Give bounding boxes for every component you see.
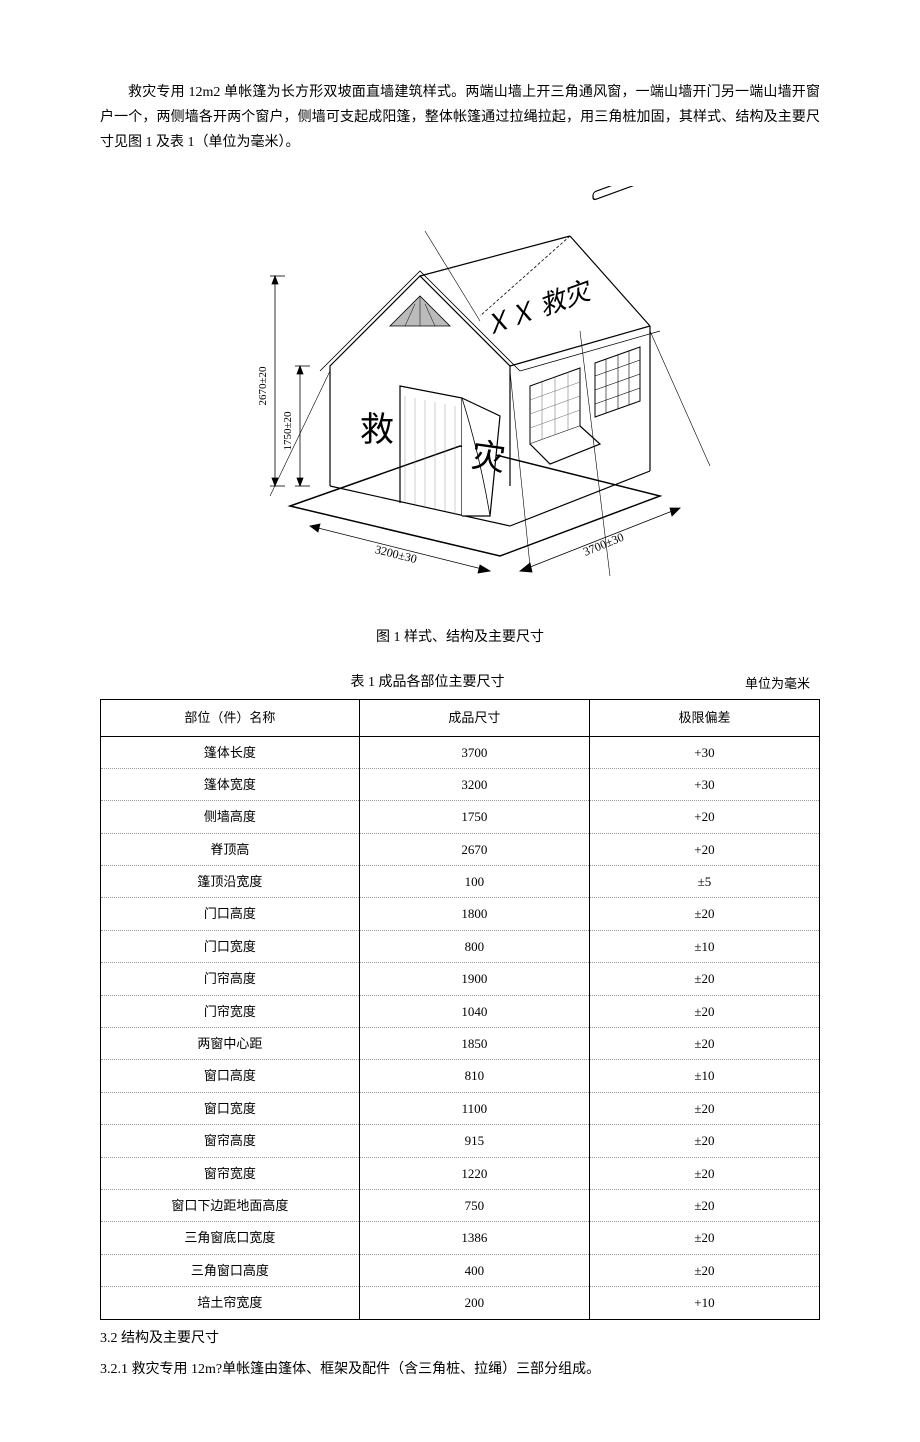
dim-wall-height: 1750±20 [282,411,294,451]
section-3-2-1: 3.2.1 救灾专用 12m?单帐篷由篷体、框架及配件（含三角桩、拉绳）三部分组… [100,1357,820,1382]
table-cell: 篷体宽度 [101,768,360,800]
table-cell: ±20 [589,1028,819,1060]
table-cell: ±20 [589,1157,819,1189]
table-cell: 750 [359,1189,589,1221]
table-cell: 门帘高度 [101,963,360,995]
table-row: 窗口高度810±10 [101,1060,820,1092]
table-row: 两窗中心距1850±20 [101,1028,820,1060]
table-cell: 窗帘宽度 [101,1157,360,1189]
table-cell: 窗帘高度 [101,1125,360,1157]
table-cell: 1900 [359,963,589,995]
col-tolerance: 极限偏差 [589,700,819,736]
table-unit: 单位为毫米 [745,672,810,695]
table-cell: 200 [359,1287,589,1319]
table-cell: 800 [359,930,589,962]
table-row: 窗帘宽度1220±20 [101,1157,820,1189]
table-cell: ±20 [589,1189,819,1221]
dim-total-height: 2670±20 [257,366,269,406]
table-cell: 门口高度 [101,898,360,930]
table-cell: 篷顶沿宽度 [101,866,360,898]
table-cell: ±20 [589,1254,819,1286]
table-cell: +10 [589,1287,819,1319]
table-cell: ±10 [589,930,819,962]
table-row: 窗口宽度1100±20 [101,1092,820,1124]
dim-length: 3700±30 [581,529,626,558]
table-cell: 1040 [359,995,589,1027]
table-cell: +30 [589,768,819,800]
table-row: 门口宽度800±10 [101,930,820,962]
table-row: 侧墙高度1750+20 [101,801,820,833]
table-row: 三角窗底口宽度1386±20 [101,1222,820,1254]
table-row: 窗帘高度915±20 [101,1125,820,1157]
table-cell: 门帘宽度 [101,995,360,1027]
table-cell: 1386 [359,1222,589,1254]
table-cell: 1750 [359,801,589,833]
section-3-2: 3.2 结构及主要尺寸 [100,1326,820,1351]
table-row: 三角窗口高度400±20 [101,1254,820,1286]
table-cell: 3700 [359,736,589,768]
table-cell: 门口宽度 [101,930,360,962]
table-row: 脊顶高2670+20 [101,833,820,865]
table-row: 篷体长度3700+30 [101,736,820,768]
table-cell: 窗口下边距地面高度 [101,1189,360,1221]
intro-paragraph: 救灾专用 12m2 单帐篷为长方形双坡面直墙建筑样式。两端山墙上开三角通风窗，一… [100,80,820,156]
table-row: 窗口下边距地面高度750±20 [101,1189,820,1221]
table-cell: 100 [359,866,589,898]
figure-caption: 图 1 样式、结构及主要尺寸 [100,625,820,650]
dim-width: 3200±30 [374,542,419,566]
table-cell: 1220 [359,1157,589,1189]
table-cell: 两窗中心距 [101,1028,360,1060]
table-row: 门帘宽度1040±20 [101,995,820,1027]
table-cell: 400 [359,1254,589,1286]
col-size: 成品尺寸 [359,700,589,736]
table-cell: 侧墙高度 [101,801,360,833]
table-cell: 窗口高度 [101,1060,360,1092]
table-cell: +20 [589,833,819,865]
table-cell: ±20 [589,963,819,995]
table-cell: 915 [359,1125,589,1157]
table-cell: ±20 [589,995,819,1027]
table-cell: 1800 [359,898,589,930]
table-cell: ±20 [589,1092,819,1124]
label-front-right: 灾 [469,436,508,478]
table-cell: 脊顶高 [101,833,360,865]
table-row: 篷体宽度3200+30 [101,768,820,800]
label-roof: ＸＸ 救灾 [486,273,592,341]
table-row: 培土帘宽度200+10 [101,1287,820,1319]
table-cell: 三角窗口高度 [101,1254,360,1286]
table-cell: ±20 [589,1222,819,1254]
figure-1: 2670±20 1750±20 3200±30 3700±30 救 灾 ＸＸ 救… [100,186,820,595]
table-cell: 三角窗底口宽度 [101,1222,360,1254]
table-cell: 培土帘宽度 [101,1287,360,1319]
table-cell: 篷体长度 [101,736,360,768]
table-row: 门口高度1800±20 [101,898,820,930]
table-row: 篷顶沿宽度100±5 [101,866,820,898]
dimensions-table: 部位（件）名称 成品尺寸 极限偏差 篷体长度3700+30篷体宽度3200+30… [100,699,820,1319]
table-cell: ±20 [589,1125,819,1157]
label-front-left: 救 [360,411,394,449]
table-cell: 2670 [359,833,589,865]
table-cell: +20 [589,801,819,833]
table-cell: 810 [359,1060,589,1092]
table-cell: ±20 [589,898,819,930]
table-cell: +30 [589,736,819,768]
table-cell: ±10 [589,1060,819,1092]
table-cell: 窗口宽度 [101,1092,360,1124]
col-name: 部位（件）名称 [101,700,360,736]
table-cell: 1100 [359,1092,589,1124]
table-cell: ±5 [589,866,819,898]
table-cell: 1850 [359,1028,589,1060]
tent-diagram: 2670±20 1750±20 3200±30 3700±30 救 灾 ＸＸ 救… [190,186,730,586]
table-row: 门帘高度1900±20 [101,963,820,995]
table-title: 表 1 成品各部位主要尺寸 [110,670,745,695]
table-cell: 3200 [359,768,589,800]
